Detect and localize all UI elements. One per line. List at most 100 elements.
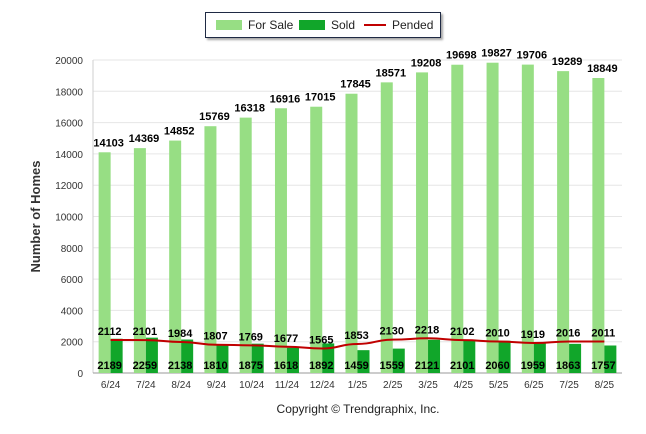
- data-label-for-sale: 19827: [481, 48, 512, 60]
- legend-item-for-sale[interactable]: For Sale: [216, 13, 293, 37]
- legend-line-pended: [364, 24, 386, 26]
- x-tick-label: 6/24: [101, 380, 121, 391]
- y-tick-label: 8000: [61, 244, 84, 255]
- data-label-sold: 2259: [133, 360, 157, 372]
- data-label-pended: 1919: [521, 329, 545, 341]
- y-tick-label: 20000: [55, 56, 83, 67]
- bar-for-sale: [169, 140, 182, 373]
- x-tick-label: 8/25: [595, 380, 615, 391]
- legend-label-pended: Pended: [392, 18, 434, 32]
- y-tick-label: 12000: [55, 181, 83, 192]
- data-label-pended: 2102: [450, 326, 474, 338]
- data-label-for-sale: 17015: [305, 92, 336, 104]
- data-label-pended: 2130: [380, 326, 404, 338]
- x-tick-label: 10/24: [239, 380, 264, 391]
- x-tick-label: 4/25: [454, 380, 474, 391]
- bar-for-sale: [416, 72, 429, 373]
- data-label-for-sale: 14369: [129, 133, 160, 145]
- data-label-pended: 2010: [485, 328, 509, 340]
- data-label-sold: 2101: [450, 360, 474, 372]
- data-label-sold: 1892: [309, 360, 333, 372]
- x-tick-label: 11/24: [275, 380, 300, 391]
- data-label-pended: 1807: [203, 331, 227, 343]
- data-label-sold: 1959: [521, 360, 545, 372]
- bar-for-sale: [380, 82, 393, 373]
- bar-for-sale: [239, 117, 252, 374]
- bar-for-sale: [310, 106, 323, 374]
- y-tick-label: 14000: [55, 150, 83, 161]
- data-label-sold: 1810: [203, 360, 227, 372]
- bar-sold: [322, 343, 335, 373]
- data-label-for-sale: 19698: [446, 50, 477, 62]
- legend: For Sale Sold Pended: [205, 12, 441, 38]
- legend-item-sold[interactable]: Sold: [299, 13, 355, 37]
- bar-for-sale: [98, 152, 111, 373]
- bar-sold: [286, 347, 299, 373]
- data-label-sold: 1863: [556, 360, 580, 372]
- bar-for-sale: [274, 108, 287, 374]
- data-label-for-sale: 16916: [270, 93, 301, 105]
- data-label-sold: 2138: [168, 360, 192, 372]
- x-tick-label: 6/25: [524, 380, 544, 391]
- data-label-sold: 2121: [415, 360, 439, 372]
- data-label-pended: 2016: [556, 327, 580, 339]
- data-label-pended: 1677: [274, 333, 298, 345]
- y-axis-label: Number of Homes: [28, 161, 43, 273]
- x-tick-label: 9/24: [207, 380, 227, 391]
- data-label-for-sale: 14103: [93, 137, 124, 149]
- data-label-sold: 2060: [485, 360, 509, 372]
- bar-sold: [463, 340, 476, 373]
- x-tick-label: 2/25: [383, 380, 403, 391]
- x-tick-label: 3/25: [418, 380, 438, 391]
- x-tick-label: 7/24: [136, 380, 156, 391]
- copyright: Copyright © Trendgraphix, Inc.: [276, 402, 440, 416]
- x-tick-label: 1/25: [348, 380, 368, 391]
- legend-swatch-for-sale: [216, 20, 242, 30]
- y-tick-label: 2000: [61, 338, 84, 349]
- bar-sold: [392, 348, 405, 373]
- bar-for-sale: [592, 78, 605, 373]
- data-label-pended: 2101: [133, 326, 157, 338]
- data-label-for-sale: 18571: [375, 67, 406, 79]
- y-tick-label: 10000: [55, 213, 83, 224]
- y-tick-label: 0: [77, 369, 83, 380]
- bar-sold: [569, 343, 582, 373]
- data-label-pended: 1853: [344, 330, 368, 342]
- y-tick-label: 4000: [61, 306, 84, 317]
- bar-for-sale: [204, 126, 217, 373]
- bar-for-sale: [521, 64, 534, 373]
- bar-for-sale: [486, 62, 499, 373]
- data-label-pended: 1769: [238, 331, 262, 343]
- bar-sold: [216, 344, 229, 373]
- bar-sold: [251, 343, 264, 373]
- y-tick-label: 6000: [61, 275, 84, 286]
- bar-for-sale: [345, 93, 358, 373]
- y-tick-label: 16000: [55, 119, 83, 130]
- data-label-sold: 1875: [238, 360, 262, 372]
- bar-sold: [498, 340, 511, 373]
- legend-label-sold: Sold: [331, 18, 356, 32]
- data-label-for-sale: 19208: [411, 57, 442, 69]
- data-label-for-sale: 14852: [164, 126, 195, 138]
- legend-swatch-sold: [299, 20, 325, 30]
- x-tick-label: 5/25: [489, 380, 509, 391]
- data-label-pended: 1565: [309, 335, 333, 347]
- x-tick-label: 8/24: [171, 380, 191, 391]
- data-label-for-sale: 15769: [199, 111, 230, 123]
- y-tick-label: 18000: [55, 87, 83, 98]
- data-label-pended: 1984: [168, 328, 193, 340]
- data-label-sold: 1618: [274, 360, 298, 372]
- bar-sold: [604, 345, 617, 373]
- data-label-sold: 1559: [380, 360, 404, 372]
- legend-item-pended[interactable]: Pended: [364, 13, 433, 37]
- legend-label-for-sale: For Sale: [248, 18, 294, 32]
- bar-sold: [533, 342, 546, 373]
- data-label-pended: 2011: [591, 328, 615, 340]
- data-label-sold: 1757: [591, 360, 615, 372]
- data-label-sold: 2189: [97, 360, 121, 372]
- bar-sold: [428, 339, 441, 373]
- bar-sold: [181, 339, 194, 373]
- data-label-for-sale: 18849: [587, 63, 618, 75]
- x-tick-label: 7/25: [559, 380, 579, 391]
- bar-sold: [357, 350, 370, 373]
